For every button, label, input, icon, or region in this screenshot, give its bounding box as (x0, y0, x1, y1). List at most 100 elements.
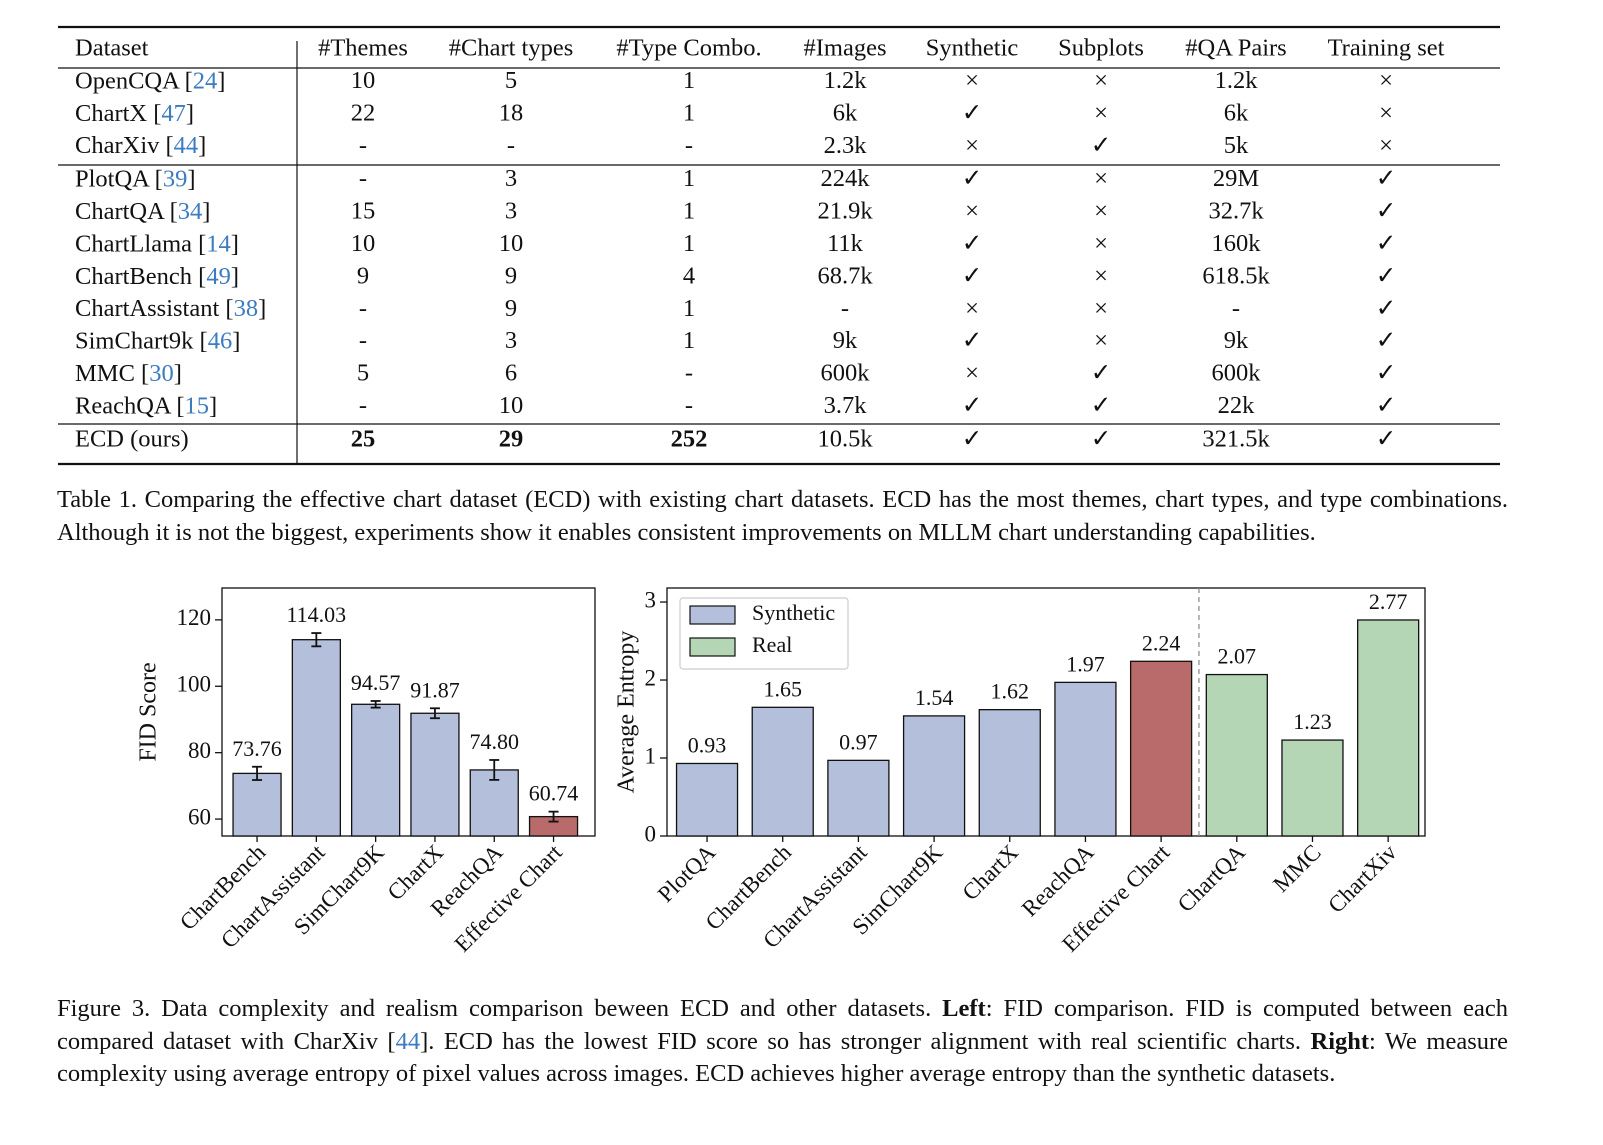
table-cell: 600k (1212, 360, 1262, 387)
table-cell: 22k (1218, 392, 1256, 419)
table-cell: 6 (505, 360, 517, 387)
table-cell: × (965, 295, 979, 322)
table-cell: 5k (1224, 132, 1249, 159)
table-cell: 10.5k (817, 425, 873, 452)
table-cell: 6k (833, 99, 858, 126)
table-cell: 1 (683, 230, 695, 257)
x-tick-label: ChartAssistant (216, 839, 330, 953)
table-cell: 9 (505, 262, 517, 289)
table-cell: - (359, 327, 367, 354)
table-cell: 4 (683, 262, 695, 289)
table-cell: - (359, 295, 367, 322)
table-cell: - (685, 360, 693, 387)
y-axis-label: FID Score (136, 662, 162, 761)
table-header: Subplots (1058, 35, 1144, 62)
table-header: #Images (804, 35, 887, 62)
table-cell: ✓ (1376, 262, 1397, 289)
table-cell: - (359, 132, 367, 159)
table-cell: 321.5k (1202, 425, 1270, 452)
x-tick-label: ChartXiv (1323, 839, 1402, 918)
bar (469, 769, 519, 837)
table-cell: × (1094, 295, 1108, 322)
caption-segment: Left (942, 995, 986, 1022)
table-cell: - (1232, 295, 1240, 322)
y-tick-label: 3 (645, 587, 657, 612)
value-label: 73.76 (232, 736, 282, 761)
bar (350, 703, 401, 837)
bar (291, 639, 342, 837)
bar (1129, 660, 1193, 837)
y-tick-label: 120 (177, 605, 212, 630)
legend-label: Real (752, 632, 792, 657)
table-cell: ✓ (962, 392, 983, 419)
table-cell: - (841, 295, 849, 322)
table-cell: ChartX [47] (75, 99, 194, 126)
value-label: 1.65 (763, 676, 802, 701)
table-cell: × (1379, 132, 1393, 159)
table-cell: - (359, 165, 367, 192)
table-cell: PlotQA [39] (75, 165, 195, 192)
legend-swatch (689, 605, 736, 625)
table-cell: 160k (1212, 230, 1262, 257)
caption-segment: : We measure complexity using average en… (57, 1027, 1509, 1088)
table-cell: 1 (683, 295, 695, 322)
y-tick-label: 60 (188, 804, 211, 829)
bar (675, 762, 739, 837)
table-cell: ✓ (1376, 327, 1397, 354)
table-cell: ✓ (1376, 198, 1397, 225)
table-cell: 9 (357, 262, 369, 289)
y-tick-label: 80 (188, 738, 211, 763)
table-cell: 10 (499, 392, 524, 419)
error-bar (370, 700, 381, 709)
table-cell: × (1094, 327, 1108, 354)
bar (410, 712, 460, 837)
table-cell: ✓ (962, 165, 983, 192)
table-header: #Chart types (449, 35, 574, 62)
table-cell: 21.9k (817, 198, 873, 225)
error-bar (489, 759, 500, 781)
table-cell: ✓ (1376, 165, 1397, 192)
y-axis-label: Average Entropy (614, 631, 640, 794)
table-cell: × (965, 67, 979, 94)
bar (751, 706, 814, 837)
table-cell: ✓ (1376, 425, 1397, 452)
table-cell: 9k (833, 327, 858, 354)
value-label: 91.87 (410, 677, 460, 702)
table-cell: 5 (357, 360, 369, 387)
value-label: 1.54 (915, 685, 954, 710)
error-bar (311, 632, 322, 648)
table-cell: × (1094, 230, 1108, 257)
table-cell: 600k (821, 360, 871, 387)
caption-segment: ]. ECD has the lowest FID score so has s… (420, 1027, 1311, 1055)
table-caption: Table 1. Comparing the effective chart d… (57, 486, 1508, 546)
plot-frame (666, 587, 1426, 837)
table-cell: 3 (505, 327, 517, 354)
bar (902, 715, 966, 837)
table-cell: ✓ (1376, 392, 1397, 419)
table-cell: ✓ (1376, 230, 1397, 257)
table-cell: ✓ (962, 99, 983, 126)
value-label: 60.74 (529, 781, 579, 806)
table-cell: 618.5k (1202, 262, 1270, 289)
table-cell: 10 (499, 230, 524, 257)
y-tick-label: 0 (645, 821, 657, 846)
table-cell: × (1379, 99, 1393, 126)
table-cell: CharXiv [44] (75, 132, 206, 159)
table-cell: ✓ (1091, 425, 1112, 452)
table-header: Training set (1328, 35, 1445, 62)
table-cell: × (1094, 165, 1108, 192)
table-cell: ✓ (1091, 360, 1112, 387)
table-cell: 5 (505, 67, 517, 94)
table-cell: 15 (351, 198, 376, 225)
table-cell: 3.7k (824, 392, 868, 419)
table-header: #QA Pairs (1185, 35, 1286, 62)
table-cell: ChartQA [34] (75, 198, 210, 225)
table-header: Synthetic (926, 35, 1019, 62)
table-cell: ECD (ours) (75, 425, 189, 452)
value-label: 2.77 (1369, 589, 1408, 614)
caption-segment: Figure 3. Data complexity and realism co… (57, 995, 943, 1022)
bar (1205, 673, 1268, 837)
bar (1281, 739, 1344, 837)
